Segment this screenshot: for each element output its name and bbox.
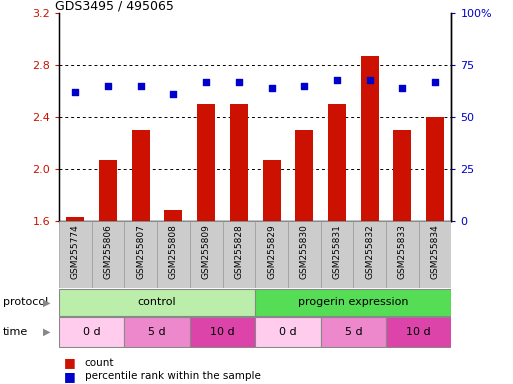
Text: 5 d: 5 d [148, 327, 166, 337]
Bar [255, 289, 451, 316]
Bar [190, 221, 223, 288]
Text: GSM255806: GSM255806 [104, 224, 112, 279]
Point [235, 79, 243, 85]
Text: GSM255830: GSM255830 [300, 224, 309, 279]
Text: GSM255833: GSM255833 [398, 224, 407, 279]
Bar [419, 221, 451, 288]
Bar [92, 221, 125, 288]
Bar [66, 217, 84, 221]
Bar [59, 221, 92, 288]
Text: percentile rank within the sample: percentile rank within the sample [85, 371, 261, 381]
Text: GSM255834: GSM255834 [430, 224, 440, 279]
Bar [321, 221, 353, 288]
Text: time: time [3, 327, 28, 337]
Bar [124, 318, 190, 347]
Text: ■: ■ [64, 356, 76, 369]
Bar [255, 221, 288, 288]
Text: GSM255774: GSM255774 [71, 224, 80, 279]
Point [71, 89, 80, 95]
Point [169, 91, 177, 98]
Text: 0 d: 0 d [279, 327, 297, 337]
Text: GSM255809: GSM255809 [202, 224, 211, 279]
Point [333, 77, 341, 83]
Text: 10 d: 10 d [210, 327, 235, 337]
Point [104, 83, 112, 89]
Text: control: control [138, 297, 176, 308]
Bar [132, 130, 150, 221]
Bar [386, 221, 419, 288]
Bar [255, 318, 321, 347]
Bar [361, 56, 379, 221]
Bar [99, 160, 117, 221]
Bar [328, 104, 346, 221]
Text: ■: ■ [64, 370, 76, 383]
Bar [223, 221, 255, 288]
Text: GDS3495 / 495065: GDS3495 / 495065 [55, 0, 174, 12]
Bar [197, 104, 215, 221]
Point [431, 79, 439, 85]
Bar [157, 221, 190, 288]
Text: progerin expression: progerin expression [298, 297, 408, 308]
Text: GSM255807: GSM255807 [136, 224, 145, 279]
Bar [321, 318, 386, 347]
Text: GSM255808: GSM255808 [169, 224, 178, 279]
Text: protocol: protocol [3, 297, 48, 308]
Text: GSM255829: GSM255829 [267, 224, 276, 279]
Bar [288, 221, 321, 288]
Bar [59, 289, 255, 316]
Bar [353, 221, 386, 288]
Bar [295, 130, 313, 221]
Text: GSM255831: GSM255831 [332, 224, 342, 279]
Bar [59, 318, 124, 347]
Point [202, 79, 210, 85]
Point [267, 85, 275, 91]
Bar [190, 318, 255, 347]
Point [136, 83, 145, 89]
Text: 10 d: 10 d [406, 327, 431, 337]
Text: GSM255832: GSM255832 [365, 224, 374, 279]
Text: GSM255828: GSM255828 [234, 224, 243, 279]
Point [300, 83, 308, 89]
Bar [426, 117, 444, 221]
Bar [124, 221, 157, 288]
Bar [165, 210, 183, 221]
Point [366, 77, 374, 83]
Text: ▶: ▶ [43, 327, 50, 337]
Text: count: count [85, 358, 114, 368]
Bar [393, 130, 411, 221]
Text: 5 d: 5 d [345, 327, 362, 337]
Bar [230, 104, 248, 221]
Bar [386, 318, 451, 347]
Point [398, 85, 406, 91]
Text: 0 d: 0 d [83, 327, 101, 337]
Text: ▶: ▶ [43, 297, 50, 308]
Bar [263, 160, 281, 221]
